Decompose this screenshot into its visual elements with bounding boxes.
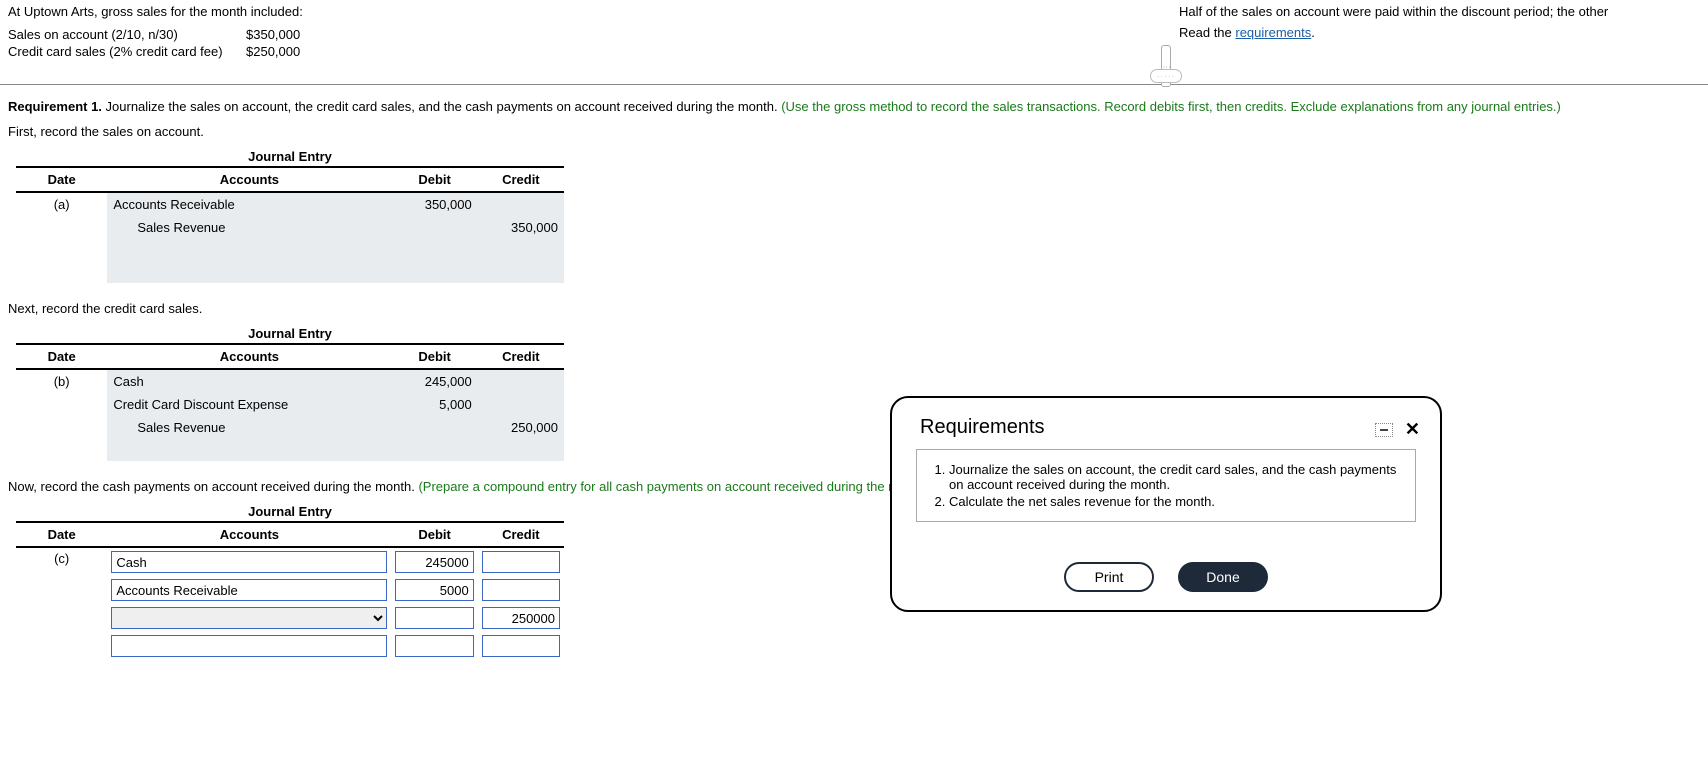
- journal-entry-title-c: Journal Entry: [16, 504, 564, 519]
- entry-c-row0-debit-input[interactable]: [395, 551, 473, 573]
- sales-row-1-amount: $250,000: [246, 44, 300, 59]
- entry-b-row0-debit: 245,000: [391, 369, 477, 393]
- journal-table-a: Date Accounts Debit Credit (a) Accounts …: [16, 166, 564, 283]
- right-note: Half of the sales on account were paid w…: [1179, 4, 1700, 19]
- th-debit: Debit: [391, 344, 477, 369]
- step-c-intro: Now, record the cash payments on account…: [8, 479, 1700, 494]
- step-c-intro-text: Now, record the cash payments on account…: [8, 479, 418, 494]
- splitter[interactable]: ⋮ ·····: [0, 67, 1708, 87]
- close-icon: ✕: [1405, 419, 1420, 439]
- modal-titlebar: Requirements ✕: [908, 410, 1424, 449]
- journal-table-b: Date Accounts Debit Credit (b) Cash 245,…: [16, 343, 564, 461]
- divider-line: [0, 84, 1708, 85]
- table-row: (c): [16, 547, 564, 576]
- minimize-icon: [1380, 429, 1388, 431]
- table-row: (b) Cash 245,000: [16, 369, 564, 393]
- sales-row-1-label: Credit card sales (2% credit card fee): [8, 44, 246, 59]
- entry-b-row1-debit: 5,000: [391, 393, 477, 416]
- th-date: Date: [16, 167, 107, 192]
- entry-c-row0-credit-input[interactable]: [482, 551, 560, 573]
- entry-c-date: (c): [16, 547, 107, 660]
- entry-a-row0-debit: 350,000: [391, 192, 477, 216]
- intro-text: At Uptown Arts, gross sales for the mont…: [8, 4, 1163, 19]
- entry-c-row2-debit-input[interactable]: [395, 607, 473, 629]
- problem-statement: At Uptown Arts, gross sales for the mont…: [0, 0, 1708, 61]
- content-area: Requirement 1. Journalize the sales on a…: [0, 87, 1708, 668]
- requirements-link[interactable]: requirements: [1235, 25, 1311, 40]
- th-accounts: Accounts: [107, 167, 391, 192]
- th-accounts: Accounts: [107, 522, 391, 547]
- step-a-intro: First, record the sales on account.: [8, 124, 1700, 139]
- read-requirements-line: Read the requirements.: [1179, 25, 1700, 40]
- entry-a-date: (a): [16, 192, 107, 283]
- step-c-intro-green: (Prepare a compound entry for all cash p…: [418, 479, 932, 494]
- entry-c-row1-debit-input[interactable]: [395, 579, 473, 601]
- entry-a-row0-acct: Accounts Receivable: [107, 192, 391, 216]
- requirements-modal: Requirements ✕ Journalize the sales on a…: [890, 396, 1442, 612]
- journal-table-c: Date Accounts Debit Credit (c): [16, 521, 564, 660]
- entry-b-row2-credit: 250,000: [478, 416, 564, 439]
- th-date: Date: [16, 522, 107, 547]
- modal-title: Requirements: [908, 410, 1375, 449]
- th-credit: Credit: [478, 344, 564, 369]
- period: .: [1311, 25, 1315, 40]
- entry-b-row0-credit: [478, 369, 564, 393]
- done-button[interactable]: Done: [1178, 562, 1268, 592]
- entry-c-row3-account-input[interactable]: [111, 635, 387, 657]
- th-credit: Credit: [478, 167, 564, 192]
- problem-right: Half of the sales on account were paid w…: [1163, 4, 1700, 61]
- splitter-grip-horizontal[interactable]: ·····: [1150, 69, 1182, 83]
- entry-a-row1-credit: 350,000: [478, 216, 564, 239]
- read-the-text: Read the: [1179, 25, 1235, 40]
- sales-row-0-amount: $350,000: [246, 27, 300, 42]
- th-debit: Debit: [391, 167, 477, 192]
- entry-c-row0-account-input[interactable]: [111, 551, 387, 573]
- je-header-row: Date Accounts Debit Credit: [16, 344, 564, 369]
- step-b-intro: Next, record the credit card sales.: [8, 301, 1700, 316]
- entry-b-row2-acct: Sales Revenue: [107, 416, 391, 439]
- entry-c-row3-credit-input[interactable]: [482, 635, 560, 657]
- minimize-button[interactable]: [1375, 423, 1393, 437]
- entry-b-row2-debit: [391, 416, 477, 439]
- modal-body: Journalize the sales on account, the cre…: [916, 449, 1416, 522]
- journal-entry-title-a: Journal Entry: [16, 149, 564, 164]
- journal-entry-title-b: Journal Entry: [16, 326, 564, 341]
- entry-c-row1-account-input[interactable]: [111, 579, 387, 601]
- modal-window-controls: ✕: [1375, 419, 1424, 440]
- entry-c-row1-credit-input[interactable]: [482, 579, 560, 601]
- close-button[interactable]: ✕: [1405, 419, 1420, 440]
- th-date: Date: [16, 344, 107, 369]
- entry-c-row3-debit-input[interactable]: [395, 635, 473, 657]
- modal-buttons: Print Done: [908, 562, 1424, 592]
- sales-row-1: Credit card sales (2% credit card fee) $…: [8, 44, 1163, 59]
- entry-a-row0-credit: [478, 192, 564, 216]
- entry-a-row1-debit: [391, 216, 477, 239]
- th-accounts: Accounts: [107, 344, 391, 369]
- entry-c-row2-account-select[interactable]: [111, 607, 387, 629]
- sales-row-0: Sales on account (2/10, n/30) $350,000: [8, 27, 1163, 42]
- print-button[interactable]: Print: [1064, 562, 1154, 592]
- sales-row-0-label: Sales on account (2/10, n/30): [8, 27, 246, 42]
- entry-a-row1-acct: Sales Revenue: [107, 216, 391, 239]
- entry-b-date: (b): [16, 369, 107, 461]
- entry-c-row2-credit-input[interactable]: [482, 607, 560, 629]
- requirement-1-heading: Requirement 1. Journalize the sales on a…: [8, 99, 1700, 114]
- requirement-item-1: Journalize the sales on account, the cre…: [949, 462, 1403, 492]
- entry-b-row1-credit: [478, 393, 564, 416]
- req1-text: Journalize the sales on account, the cre…: [102, 99, 781, 114]
- req1-bold: Requirement 1.: [8, 99, 102, 114]
- requirements-list: Journalize the sales on account, the cre…: [929, 462, 1403, 509]
- entry-b-row1-acct: Credit Card Discount Expense: [107, 393, 391, 416]
- je-header-row: Date Accounts Debit Credit: [16, 522, 564, 547]
- th-debit: Debit: [391, 522, 477, 547]
- table-row: (a) Accounts Receivable 350,000: [16, 192, 564, 216]
- requirement-item-2: Calculate the net sales revenue for the …: [949, 494, 1403, 509]
- req1-green: (Use the gross method to record the sale…: [781, 99, 1561, 114]
- entry-b-row0-acct: Cash: [107, 369, 391, 393]
- problem-left: At Uptown Arts, gross sales for the mont…: [8, 4, 1163, 61]
- th-credit: Credit: [478, 522, 564, 547]
- je-header-row: Date Accounts Debit Credit: [16, 167, 564, 192]
